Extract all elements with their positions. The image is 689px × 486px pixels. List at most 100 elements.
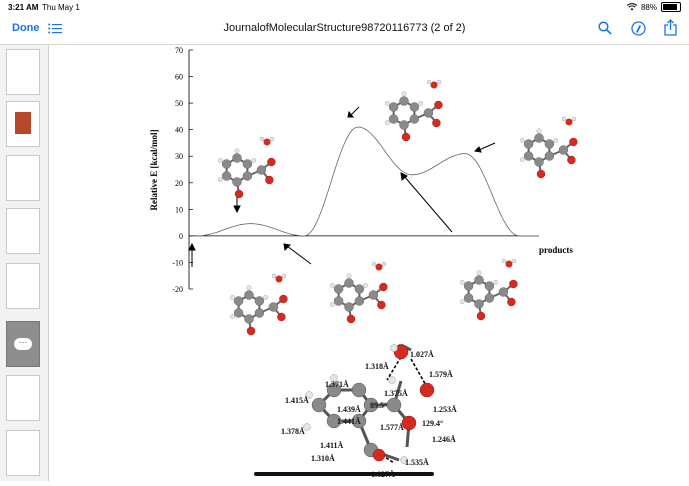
oxygen-atom	[265, 175, 274, 185]
page-thumbnail-current[interactable]: ···	[6, 321, 40, 367]
molecule-complex-a	[229, 273, 288, 336]
oxygen-atom	[509, 279, 518, 289]
page-thumbnail[interactable]	[6, 101, 40, 147]
carbon-atom	[463, 293, 474, 303]
more-icon[interactable]: ···	[14, 338, 32, 350]
carbon-atom	[354, 284, 365, 294]
share-icon[interactable]	[664, 19, 677, 36]
oxygen-atom	[379, 282, 388, 292]
carbon-atom	[233, 308, 244, 318]
hydrogen-atom	[329, 283, 335, 288]
bond-label: 1.253Å	[433, 405, 457, 414]
hydrogen-atom	[519, 138, 525, 143]
carbon-atom	[534, 157, 544, 167]
y-tick-label: 70	[175, 46, 183, 55]
carbon-atom	[399, 96, 409, 106]
carbon-atom	[474, 299, 484, 309]
carbon-atom	[368, 290, 379, 300]
molecule-complex-c	[459, 258, 518, 321]
status-right: 88%	[626, 2, 681, 12]
carbon-atom	[523, 151, 534, 161]
bond-label: 1.371Å	[325, 380, 349, 389]
oxygen-atom	[476, 311, 486, 321]
carbon-atom	[254, 296, 265, 306]
oxygen-atom	[536, 169, 546, 179]
document-title: JournalofMolecularStructure98720116773 (…	[223, 22, 466, 34]
hydrogen-atom	[363, 283, 369, 288]
page-thumbnail[interactable]	[6, 430, 40, 476]
page-thumbnail[interactable]	[6, 263, 40, 309]
cover-image	[15, 112, 31, 134]
water-hydrogen	[281, 273, 287, 279]
angle-label: 129.4°	[422, 419, 443, 428]
done-button[interactable]: Done	[12, 22, 40, 34]
carbon-atom	[232, 177, 242, 187]
carbon-atom	[242, 159, 253, 169]
hydrogen-atom	[493, 280, 499, 285]
list-icon[interactable]	[48, 23, 62, 34]
bond-label: 1.579Å	[429, 370, 453, 379]
carbon-atom	[399, 120, 409, 130]
carbon-atom	[423, 108, 434, 118]
carbon-atom	[484, 293, 495, 303]
products-label: products	[539, 245, 573, 255]
carbon-atom	[244, 290, 254, 300]
water-hydrogen	[371, 261, 377, 267]
water-hydrogen	[561, 116, 567, 122]
carbon-atom	[221, 159, 232, 169]
document-page: Relative E [kcal/mol] products 70 60 50 40 3…	[49, 45, 689, 481]
hydrogen-atom	[418, 101, 424, 106]
oxygen-atom	[434, 100, 443, 110]
carbon-atom	[221, 171, 232, 181]
hydrogen-atom	[346, 273, 352, 279]
water-hydrogen	[381, 261, 387, 267]
carbon-atom	[268, 302, 279, 312]
hydrogen-atom	[476, 270, 482, 276]
carbon-atom	[474, 275, 484, 285]
water-oxygen	[565, 118, 573, 126]
water-hydrogen	[571, 116, 577, 122]
carbon-atom	[558, 145, 569, 155]
water-oxygen	[375, 263, 383, 271]
oxygen-atom	[432, 118, 441, 128]
page-thumbnail[interactable]	[6, 155, 40, 201]
y-tick-label: 50	[175, 99, 183, 108]
oxygen-atom	[277, 312, 286, 322]
carbon-atom	[484, 281, 495, 291]
y-tick-label: -10	[172, 258, 183, 267]
carbon-atom	[409, 114, 420, 124]
oxygen-atom	[279, 294, 288, 304]
page-thumbnail[interactable]	[6, 49, 40, 95]
y-tick-label: 10	[175, 205, 183, 214]
oxygen-atom	[246, 326, 256, 336]
water-hydrogen	[271, 273, 277, 279]
molecule-intermediate	[519, 116, 578, 179]
page-thumbnail[interactable]	[6, 375, 40, 421]
markup-icon[interactable]	[631, 21, 646, 36]
bond-label: 1.310Å	[311, 454, 335, 463]
water-hydrogen	[259, 136, 265, 142]
search-icon[interactable]	[598, 21, 612, 35]
y-tick-label: 60	[175, 73, 183, 82]
y-tick-label: 20	[175, 179, 183, 188]
hydrogen-atom	[459, 280, 465, 285]
carbon-atom	[534, 133, 544, 143]
carbon-atom	[242, 171, 253, 181]
carbon-atom	[344, 278, 354, 288]
oxygen-atom	[377, 300, 386, 310]
energy-curve	[196, 126, 540, 237]
water-hydrogen	[511, 258, 517, 264]
bond-label: 1.318Å	[365, 362, 389, 371]
hydrogen-atom	[229, 314, 235, 320]
status-date: Thu May 1	[42, 3, 80, 12]
wifi-icon	[626, 3, 637, 11]
battery-percent: 88%	[640, 2, 657, 12]
water-oxygen	[263, 138, 271, 146]
y-tick-label: -20	[172, 285, 183, 294]
page-thumbnail[interactable]	[6, 208, 40, 254]
bond-label: 1.378Å	[281, 427, 305, 436]
oxygen-atom	[567, 155, 576, 165]
home-indicator[interactable]	[254, 472, 434, 476]
hydrogen-atom	[329, 302, 335, 308]
angle-label: 89.5°	[370, 401, 387, 410]
